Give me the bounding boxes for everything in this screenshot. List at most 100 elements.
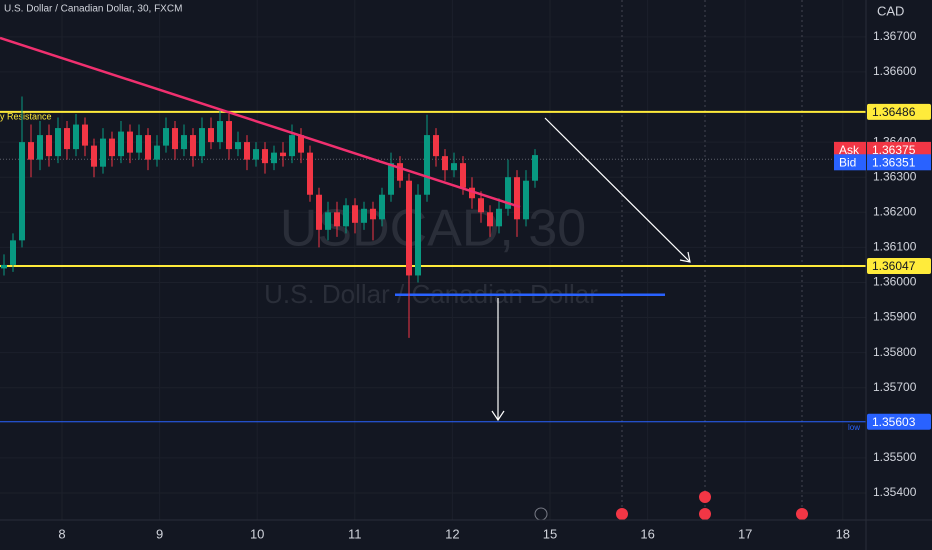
arrow: [544, 117, 691, 263]
ask-label: Ask: [839, 143, 860, 157]
ask-tag: [834, 141, 866, 158]
candle-body: [1, 264, 7, 269]
candle-body: [37, 135, 43, 160]
candle-body: [496, 208, 502, 227]
price-tag-label: 1.35603: [872, 415, 916, 429]
plot: ly Resistance: [0, 36, 866, 423]
arrow-head: [491, 410, 505, 422]
candle-body: [217, 121, 223, 143]
candle-body: [226, 121, 232, 150]
bid-tag: [834, 154, 866, 171]
candle-body: [478, 198, 484, 213]
candle-body: [361, 208, 367, 223]
arrow-head: [679, 251, 691, 263]
x-tick-label: 9: [156, 526, 163, 541]
candle-body: [199, 128, 205, 157]
candle-body: [442, 156, 448, 171]
candle-body: [343, 205, 349, 227]
candle-body: [469, 187, 475, 199]
axis-labels: 1.367001.366001.364001.363001.362001.361…: [58, 29, 931, 541]
candle-body: [28, 142, 34, 160]
candle-body: [46, 135, 52, 157]
price-axis: [866, 0, 932, 550]
level-label: ly Resistance: [0, 111, 52, 121]
candle-body: [136, 135, 142, 153]
price-tag-label: 1.36486: [872, 105, 916, 119]
candle-body: [415, 194, 421, 276]
ask-value: 1.36375: [872, 143, 916, 157]
currency: CAD: [877, 3, 904, 18]
y-tick-label: 1.35500: [873, 450, 917, 464]
y-tick-label: 1.36200: [873, 204, 917, 218]
y-tick-label: 1.36600: [873, 64, 917, 78]
trendline: [0, 36, 521, 209]
event-icon[interactable]: [699, 491, 711, 503]
x-tick-label: 16: [640, 526, 654, 541]
candle-body: [388, 163, 394, 195]
bid-value: 1.36351: [872, 155, 916, 169]
low-label: low: [848, 423, 860, 432]
candle-body: [73, 124, 79, 150]
candle-body: [262, 149, 268, 164]
y-tick-label: 1.36100: [873, 240, 917, 254]
candle-body: [487, 212, 493, 227]
candle-body: [523, 180, 529, 220]
candle-body: [397, 163, 403, 181]
y-tick-label: 1.35700: [873, 380, 917, 394]
ask-tag: [867, 141, 931, 158]
candle-body: [154, 145, 160, 160]
candle-body: [208, 128, 214, 143]
x-tick-label: 17: [738, 526, 752, 541]
candle-body: [244, 142, 250, 160]
x-tick-label: 8: [58, 526, 65, 541]
candle-body: [406, 180, 412, 276]
candle-body: [514, 177, 520, 220]
candle-body: [280, 152, 286, 157]
candle-body: [370, 208, 376, 220]
y-tick-label: 1.36000: [873, 275, 917, 289]
candle-body: [109, 138, 115, 157]
candle-body: [190, 135, 196, 157]
candle-body: [352, 205, 358, 223]
candle-body: [271, 152, 277, 164]
candle-body: [163, 128, 169, 146]
candle-body: [433, 135, 439, 157]
price-tag: [867, 413, 931, 430]
event-icon[interactable]: [796, 508, 808, 520]
candle-body: [451, 163, 457, 171]
x-tick-label: 11: [348, 526, 362, 541]
candle-body: [127, 131, 133, 153]
candle-body: [316, 194, 322, 230]
event-icon[interactable]: [616, 508, 628, 520]
candle-body: [505, 177, 511, 209]
candle-body: [19, 142, 25, 241]
x-tick-label: 10: [250, 526, 264, 541]
candle-body: [325, 212, 331, 230]
candle-body: [289, 135, 295, 157]
candle-body: [118, 131, 124, 157]
y-tick-label: 1.36700: [873, 29, 917, 43]
candle-body: [298, 135, 304, 153]
candle-body: [334, 212, 340, 227]
x-tick-label: 18: [836, 526, 850, 541]
y-tick-label: 1.35900: [873, 310, 917, 324]
y-tick-label: 1.35800: [873, 345, 917, 359]
y-tick-label: 1.36300: [873, 169, 917, 183]
candle-body: [181, 135, 187, 150]
x-tick-label: 15: [543, 526, 557, 541]
candle-body: [145, 135, 151, 160]
candle-body: [82, 124, 88, 146]
grid: [0, 0, 866, 520]
y-tick-label: 1.35400: [873, 485, 917, 499]
candle-body: [10, 240, 16, 265]
event-icon[interactable]: [699, 508, 711, 520]
candle-body: [253, 149, 259, 160]
price-tag: [867, 257, 931, 274]
candle-body: [307, 152, 313, 195]
bid-label: Bid: [839, 155, 856, 169]
candle-body: [532, 155, 538, 181]
candle-body: [100, 138, 106, 167]
candle-body: [379, 194, 385, 220]
bid-tag: [867, 154, 931, 171]
